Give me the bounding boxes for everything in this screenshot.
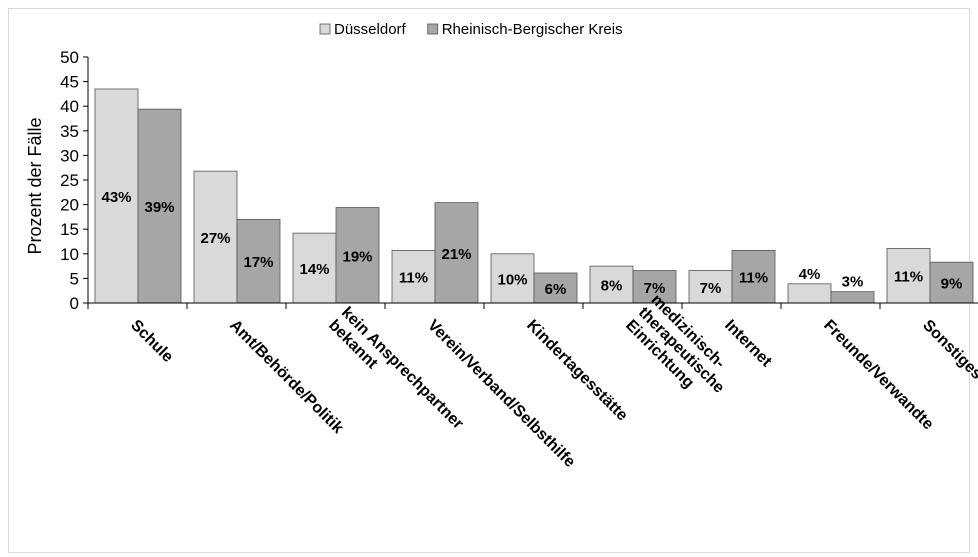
data-label: 6% [545, 281, 567, 298]
y-tick-label: 40 [60, 97, 79, 116]
bar-rheinisch-bergischer-kreis [335, 207, 380, 304]
legend-label: Rheinisch-Bergischer Kreis [442, 21, 623, 38]
bar-d-sseldorf [589, 265, 634, 304]
data-label: 19% [342, 248, 372, 265]
bar-d-sseldorf [886, 247, 931, 304]
data-label: 11% [739, 270, 768, 287]
data-label: 9% [941, 276, 963, 293]
bar-rheinisch-bergischer-kreis [236, 218, 281, 304]
data-label: 3% [842, 274, 864, 291]
category-label-line: Internet [721, 317, 775, 371]
category-label: Amt/Behörde/Politik [226, 317, 346, 437]
category-label: Internet [721, 317, 775, 371]
data-label: 14% [299, 261, 329, 278]
data-label: 7% [700, 280, 722, 297]
bar-d-sseldorf [94, 88, 139, 304]
category-label-line: Freunde/Verwandte [820, 317, 936, 433]
legend-label: Düsseldorf [334, 21, 407, 38]
y-tick-label: 25 [60, 171, 79, 190]
y-tick-label: 10 [60, 245, 79, 264]
data-label: 10% [497, 271, 527, 288]
bar-rheinisch-bergischer-kreis [929, 261, 974, 304]
y-axis: 0 5 10 15 20 25 30 35 40 45 50 [60, 48, 89, 313]
category-label-line: Schule [127, 317, 176, 366]
y-tick-label: 35 [60, 122, 79, 141]
bar-d-sseldorf [193, 170, 238, 304]
data-label: 4% [799, 266, 821, 283]
bar-rheinisch-bergischer-kreis [830, 291, 875, 304]
data-label: 39% [144, 199, 174, 216]
data-label: 21% [441, 246, 471, 263]
data-label: 8% [601, 278, 623, 295]
category-label: Schule [127, 317, 176, 366]
category-label: Freunde/Verwandte [820, 317, 936, 433]
bar-rheinisch-bergischer-kreis [731, 249, 776, 304]
y-axis-label: Prozent der Fälle [25, 117, 45, 254]
y-tick-label: 45 [60, 73, 79, 92]
data-label: 27% [200, 230, 230, 247]
bar-d-sseldorf [787, 283, 832, 304]
category-label: medizinisch-therapeutischeEinrichtung [622, 291, 740, 409]
legend-swatch [319, 23, 331, 35]
legend-swatch [427, 23, 439, 35]
data-label: 17% [243, 254, 273, 271]
category-label: Sonstiges [919, 317, 978, 383]
bars: 43% 27% 14% 11% 10% 8% 7% 4% 11% 39% 17% 19% 21% 6% 7%… [94, 88, 974, 304]
data-label: 7% [644, 280, 666, 297]
bar-d-sseldorf [292, 232, 337, 304]
category-label-line: kein Ansprechpartner [338, 304, 467, 433]
y-tick-label: 15 [60, 220, 79, 239]
category-label-line: Amt/Behörde/Politik [226, 317, 346, 437]
y-tick-label: 50 [60, 48, 79, 67]
data-label: 11% [894, 269, 923, 286]
category-label-line: Sonstiges [919, 317, 978, 383]
category-label-line: Kindertagesstätte [523, 317, 631, 425]
y-tick-label: 20 [60, 196, 79, 215]
data-label: 11% [399, 270, 428, 287]
data-label: 43% [101, 189, 131, 206]
category-label: Kindertagesstätte [523, 317, 631, 425]
bar-rheinisch-bergischer-kreis [137, 108, 182, 304]
y-tick-label: 0 [70, 294, 79, 313]
legend: Düsseldorf Rheinisch-Bergischer Kreis [319, 21, 623, 38]
y-tick-label: 5 [70, 269, 79, 288]
y-tick-label: 30 [60, 146, 79, 165]
